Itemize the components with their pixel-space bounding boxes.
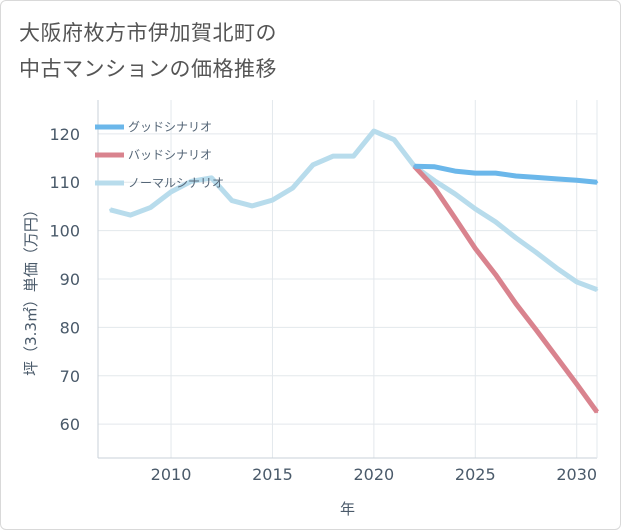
bad-scenario-point xyxy=(514,302,518,305)
normal-scenario-point xyxy=(352,154,355,158)
normal-scenario-point xyxy=(372,129,376,133)
good-scenario-point xyxy=(555,177,558,181)
x-tick-label-2015: 2015 xyxy=(252,465,293,484)
normal-scenario-point xyxy=(149,206,152,209)
normal-scenario-point xyxy=(108,208,112,212)
normal-scenario-point xyxy=(575,280,578,284)
y-tick-label-110: 110 xyxy=(49,173,80,192)
legend-label-normal-scenario: ノーマルシナリオ xyxy=(128,176,224,190)
normal-scenario-point xyxy=(271,198,274,202)
y-tick-label-100: 100 xyxy=(49,222,80,241)
normal-scenario-point xyxy=(534,251,538,254)
normal-scenario-point xyxy=(494,220,497,224)
x-tick-label-2030: 2030 xyxy=(556,465,597,484)
good-scenario-point xyxy=(494,171,497,175)
bad-scenario-point xyxy=(474,247,477,250)
y-tick-label-90: 90 xyxy=(60,270,80,289)
bad-scenario-line xyxy=(412,164,600,414)
chart-title-line-1: 大阪府枚方市伊加賀北町の xyxy=(19,21,277,45)
normal-scenario-point xyxy=(514,236,518,240)
normal-scenario-point xyxy=(250,204,254,208)
normal-scenario-point xyxy=(311,163,315,167)
normal-scenario-point xyxy=(169,190,173,194)
normal-scenario-point xyxy=(392,138,396,141)
bad-scenario-point xyxy=(494,273,497,276)
normal-scenario-point xyxy=(332,154,335,158)
normal-scenario-point xyxy=(230,199,234,202)
chart-title-line-2: 中古マンションの価格推移 xyxy=(19,57,277,81)
y-tick-label-120: 120 xyxy=(49,125,80,144)
y-tick-label-70: 70 xyxy=(60,367,80,386)
good-scenario-point xyxy=(514,174,518,178)
normal-scenario-point xyxy=(433,179,436,182)
good-scenario-point xyxy=(433,165,436,168)
normal-scenario-point xyxy=(190,180,193,183)
good-scenario-point xyxy=(534,176,538,179)
legend-label-bad-scenario: バッドシナリオ xyxy=(128,148,212,162)
y-tick-label-80: 80 xyxy=(60,318,80,337)
normal-scenario-point xyxy=(129,213,132,217)
x-axis-title: 年 xyxy=(340,500,355,518)
normal-scenario-point xyxy=(291,186,294,190)
good-scenario-point xyxy=(413,165,416,168)
bad-scenario-point xyxy=(555,355,558,359)
good-scenario-point xyxy=(453,169,457,173)
good-scenario-point xyxy=(474,171,477,175)
good-scenario-line xyxy=(414,163,598,185)
normal-scenario-point xyxy=(210,176,213,180)
bad-scenario-point xyxy=(534,328,538,331)
bad-scenario-point xyxy=(433,186,436,190)
bad-scenario-point xyxy=(453,216,457,220)
normal-scenario-point xyxy=(453,192,457,196)
good-scenario-point xyxy=(595,181,599,184)
bad-scenario-point xyxy=(595,410,599,414)
x-tick-label-2010: 2010 xyxy=(151,465,192,484)
legend-label-good-scenario: グッドシナリオ xyxy=(128,120,212,134)
y-tick-label-60: 60 xyxy=(60,415,80,434)
normal-scenario-point xyxy=(555,266,558,270)
normal-scenario-point xyxy=(474,207,477,211)
y-axis-title: 坪（3.3㎡）単価（万円） xyxy=(22,202,40,376)
x-tick-label-2020: 2020 xyxy=(354,465,395,484)
good-scenario-point xyxy=(575,179,578,182)
x-tick-label-2025: 2025 xyxy=(455,465,496,484)
bad-scenario-point xyxy=(575,382,578,386)
chart-title: 大阪府枚方市伊加賀北町の 中古マンションの価格推移 xyxy=(19,15,277,87)
normal-scenario-point xyxy=(595,288,599,291)
